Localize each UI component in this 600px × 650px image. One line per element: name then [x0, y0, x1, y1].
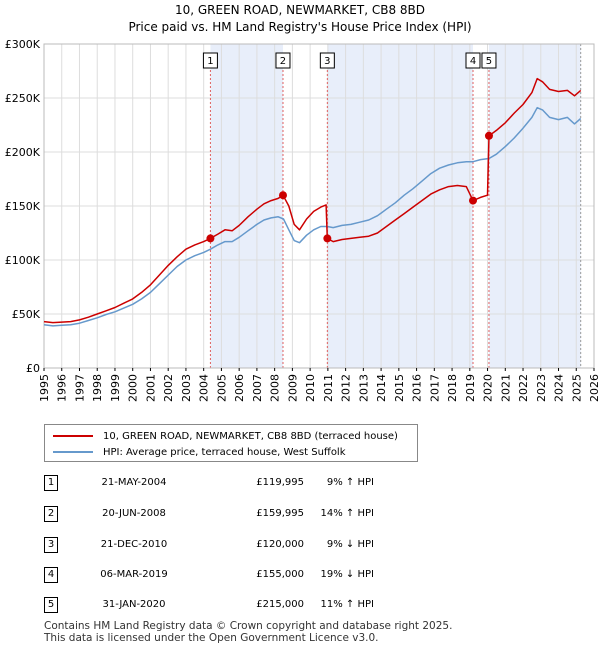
- sale-point: [206, 234, 215, 243]
- transaction-price: £119,995: [256, 477, 304, 488]
- legend-item-hpi: HPI: Average price, terraced house, West…: [53, 445, 346, 459]
- transaction-badge: 4: [44, 567, 58, 583]
- x-tick-label: 2007: [251, 374, 264, 402]
- x-tick-label: 2008: [269, 374, 282, 402]
- marker-box: [481, 52, 497, 69]
- sale-point: [278, 191, 287, 200]
- marker-label: 5: [486, 56, 492, 67]
- marker-box: [319, 52, 335, 69]
- x-tick-label: 2009: [286, 374, 299, 402]
- x-tick-label: 2020: [482, 374, 495, 402]
- x-tick-label: 2012: [340, 374, 353, 402]
- legend-swatch-property: [53, 435, 93, 437]
- transaction-date: 20-JUN-2008: [102, 508, 166, 519]
- x-tick-label: 1998: [91, 374, 104, 402]
- x-tick-label: 2024: [553, 374, 566, 402]
- transaction-price: £215,000: [256, 599, 304, 610]
- x-tick-label: 2022: [517, 374, 530, 402]
- transaction-hpi: 9% ↓ HPI: [326, 539, 374, 550]
- legend-label-property: 10, GREEN ROAD, NEWMARKET, CB8 8BD (terr…: [103, 430, 398, 442]
- x-tick-label: 1996: [56, 374, 69, 402]
- x-tick-label: 2006: [233, 374, 246, 402]
- x-tick-label: 2023: [535, 374, 548, 402]
- plot-frame: [43, 43, 595, 369]
- transaction-hpi: 14% ↑ HPI: [320, 508, 374, 519]
- transaction-date: 31-JAN-2020: [102, 599, 166, 610]
- y-tick-label: £50K: [12, 308, 41, 321]
- marker-box: [465, 52, 481, 69]
- transaction-price: £159,995: [256, 508, 304, 519]
- sale-point: [484, 131, 493, 140]
- x-tick-label: 2019: [464, 374, 477, 402]
- transaction-badge: 3: [44, 537, 58, 553]
- x-tick-label: 2014: [375, 374, 388, 402]
- x-tick-label: 2003: [180, 374, 193, 402]
- y-tick-label: £300K: [5, 38, 41, 51]
- sale-point: [469, 196, 477, 205]
- legend: 10, GREEN ROAD, NEWMARKET, CB8 8BD (terr…: [44, 424, 418, 462]
- y-tick-label: £150K: [5, 200, 41, 213]
- x-tick-label: 1999: [109, 374, 122, 402]
- x-tick-label: 2001: [144, 374, 157, 402]
- x-tick-label: 2002: [162, 374, 175, 402]
- transaction-hpi: 19% ↓ HPI: [320, 569, 374, 580]
- marker-label: 4: [470, 56, 476, 67]
- chart-title: 10, GREEN ROAD, NEWMARKET, CB8 8BD: [174, 3, 426, 17]
- x-tick-label: 2026: [588, 374, 600, 402]
- x-tick-label: 1997: [73, 374, 86, 402]
- transaction-hpi: 11% ↑ HPI: [320, 599, 374, 610]
- x-tick-label: 2016: [411, 374, 424, 402]
- marker-box: [275, 52, 291, 69]
- x-tick-label: 2011: [322, 374, 335, 402]
- marker-label: 2: [280, 56, 286, 67]
- transaction-date: 21-MAY-2004: [101, 477, 167, 488]
- legend-label-hpi: HPI: Average price, terraced house, West…: [103, 446, 346, 458]
- chart-subtitle: Price paid vs. HM Land Registry's House …: [128, 20, 472, 34]
- transaction-date: 21-DEC-2010: [100, 539, 168, 550]
- footer-copyright: Contains HM Land Registry data © Crown c…: [44, 620, 453, 632]
- y-tick-label: £250K: [5, 92, 41, 105]
- x-tick-label: 2018: [446, 374, 459, 402]
- transaction-hpi: 9% ↑ HPI: [326, 477, 374, 488]
- y-tick-label: £0: [26, 362, 40, 375]
- x-tick-label: 2013: [357, 374, 370, 402]
- price-chart: 1 2 3 4 5 £0 £50K £100K £150K £200K £250K £300K 1995…: [5, 38, 600, 402]
- marker-box: [202, 52, 218, 69]
- sale-point: [323, 234, 332, 243]
- x-tick-label: 2010: [304, 374, 317, 402]
- x-tick-label: 2025: [570, 374, 583, 402]
- legend-swatch-hpi: [53, 451, 93, 453]
- hpi-line: [43, 106, 582, 327]
- x-tick-label: 2015: [393, 374, 406, 402]
- x-tick-label: 2021: [499, 374, 512, 402]
- marker-label: 3: [324, 56, 330, 67]
- y-tick-label: £100K: [5, 254, 41, 267]
- transaction-badge: 5: [44, 597, 58, 613]
- transaction-badge: 1: [44, 475, 58, 491]
- property-price-line: [43, 77, 582, 324]
- marker-label: 1: [207, 56, 213, 67]
- transaction-price: £120,000: [256, 539, 304, 550]
- legend-item-property: 10, GREEN ROAD, NEWMARKET, CB8 8BD (terr…: [53, 429, 398, 443]
- x-tick-label: 2005: [215, 374, 228, 402]
- footer-licence: This data is licensed under the Open Gov…: [44, 632, 379, 644]
- transaction-date: 06-MAR-2019: [100, 569, 168, 580]
- x-tick-label: 1995: [38, 374, 51, 402]
- transaction-badge: 2: [44, 506, 58, 522]
- x-tick-label: 2017: [428, 374, 441, 402]
- x-tick-label: 2004: [198, 374, 211, 402]
- y-tick-label: £200K: [5, 146, 41, 159]
- transaction-price: £155,000: [256, 569, 304, 580]
- x-tick-label: 2000: [127, 374, 140, 402]
